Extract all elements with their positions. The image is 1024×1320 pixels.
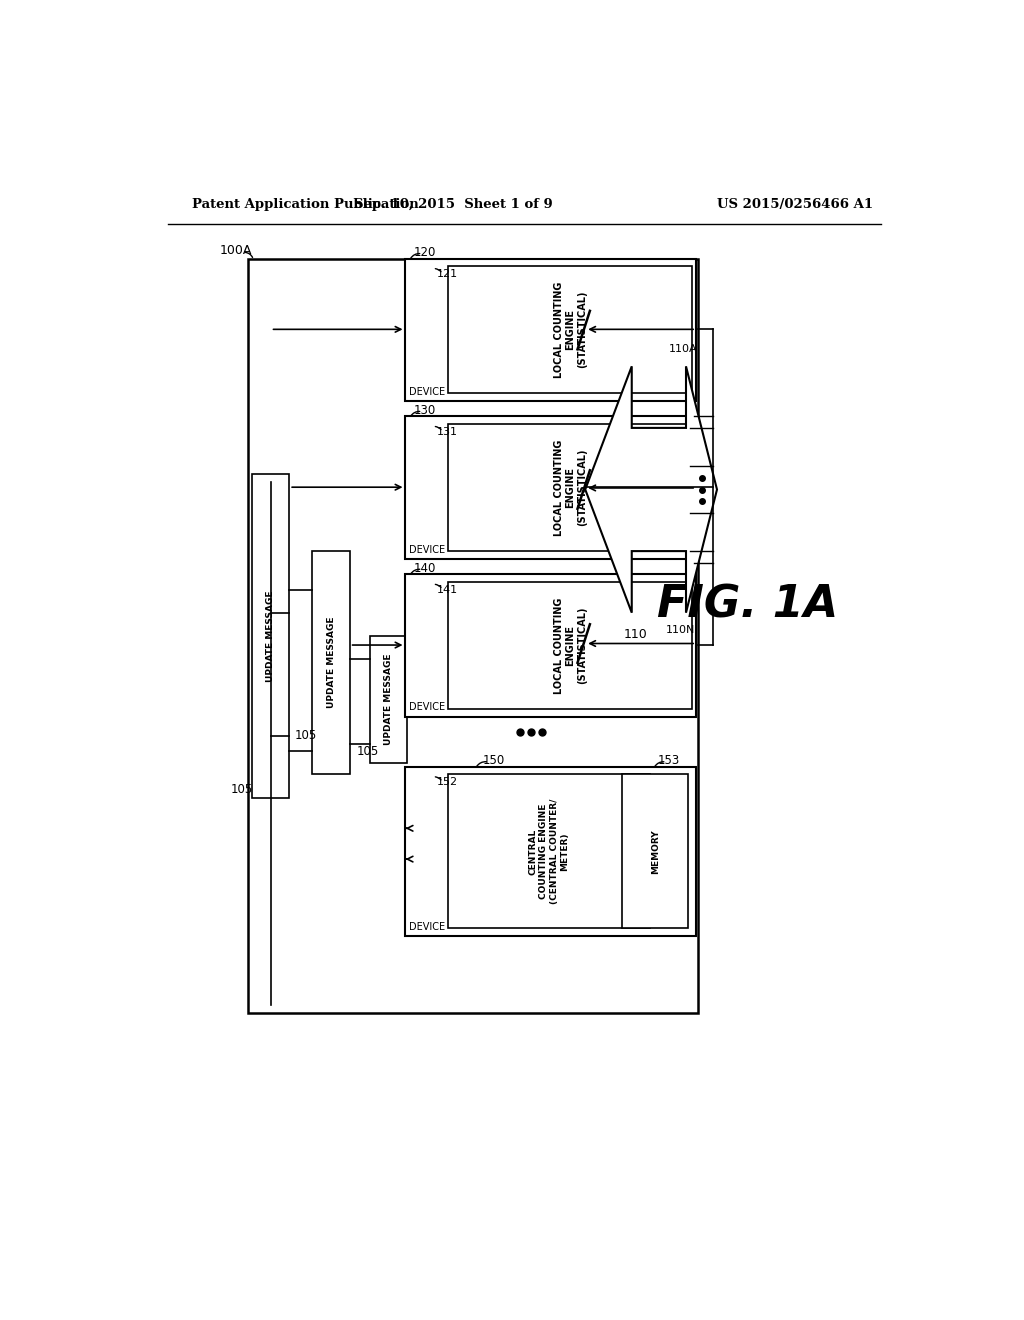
Bar	[370, 636, 407, 763]
Bar	[406, 416, 696, 558]
Text: Sep. 10, 2015  Sheet 1 of 9: Sep. 10, 2015 Sheet 1 of 9	[354, 198, 553, 211]
Bar	[623, 775, 688, 928]
Bar	[406, 259, 696, 401]
Text: LOCAL COUNTING
ENGINE
(STATISTICAL): LOCAL COUNTING ENGINE (STATISTICAL)	[554, 597, 587, 693]
Text: LOCAL COUNTING
ENGINE
(STATISTICAL): LOCAL COUNTING ENGINE (STATISTICAL)	[554, 440, 587, 536]
Text: UPDATE MESSAGE: UPDATE MESSAGE	[327, 616, 336, 709]
Text: 110A: 110A	[669, 345, 697, 354]
Text: CENTRAL
COUNTING ENGINE
(CENTRAL COUNTER/
METER): CENTRAL COUNTING ENGINE (CENTRAL COUNTER…	[528, 799, 569, 904]
Text: 130: 130	[414, 404, 435, 417]
Text: LOCAL COUNTING
ENGINE
(STATISTICAL): LOCAL COUNTING ENGINE (STATISTICAL)	[554, 281, 587, 378]
Text: UPDATE MESSAGE: UPDATE MESSAGE	[266, 590, 275, 681]
Bar	[312, 552, 349, 775]
Text: UPDATE MESSAGE: UPDATE MESSAGE	[384, 653, 393, 744]
Text: 105: 105	[295, 730, 316, 742]
Text: 100A: 100A	[219, 244, 252, 257]
Text: 131: 131	[436, 426, 458, 437]
Text: 121: 121	[436, 269, 458, 279]
Bar	[406, 574, 696, 717]
Bar	[449, 582, 692, 709]
Text: 140: 140	[414, 561, 435, 574]
Text: 105: 105	[231, 783, 253, 796]
Text: Patent Application Publication: Patent Application Publication	[191, 198, 418, 211]
Text: FIG. 1A: FIG. 1A	[657, 583, 839, 627]
Text: 105: 105	[356, 744, 379, 758]
Bar	[406, 767, 696, 936]
Text: 110: 110	[624, 628, 648, 640]
Bar	[449, 775, 649, 928]
Bar	[449, 267, 692, 393]
Text: DEVICE: DEVICE	[410, 387, 445, 397]
Text: 110N: 110N	[666, 624, 695, 635]
Polygon shape	[586, 367, 717, 612]
Text: DEVICE: DEVICE	[410, 702, 445, 713]
Bar	[252, 474, 289, 797]
Text: DEVICE: DEVICE	[410, 545, 445, 554]
Text: US 2015/0256466 A1: US 2015/0256466 A1	[717, 198, 873, 211]
Text: 153: 153	[657, 754, 680, 767]
Text: 150: 150	[483, 754, 505, 767]
Bar	[449, 424, 692, 552]
Text: 120: 120	[414, 246, 435, 259]
Text: MEMORY: MEMORY	[651, 829, 659, 874]
Bar	[248, 259, 697, 1014]
Text: DEVICE: DEVICE	[410, 921, 445, 932]
Text: 152: 152	[436, 777, 458, 787]
Text: 141: 141	[436, 585, 458, 594]
